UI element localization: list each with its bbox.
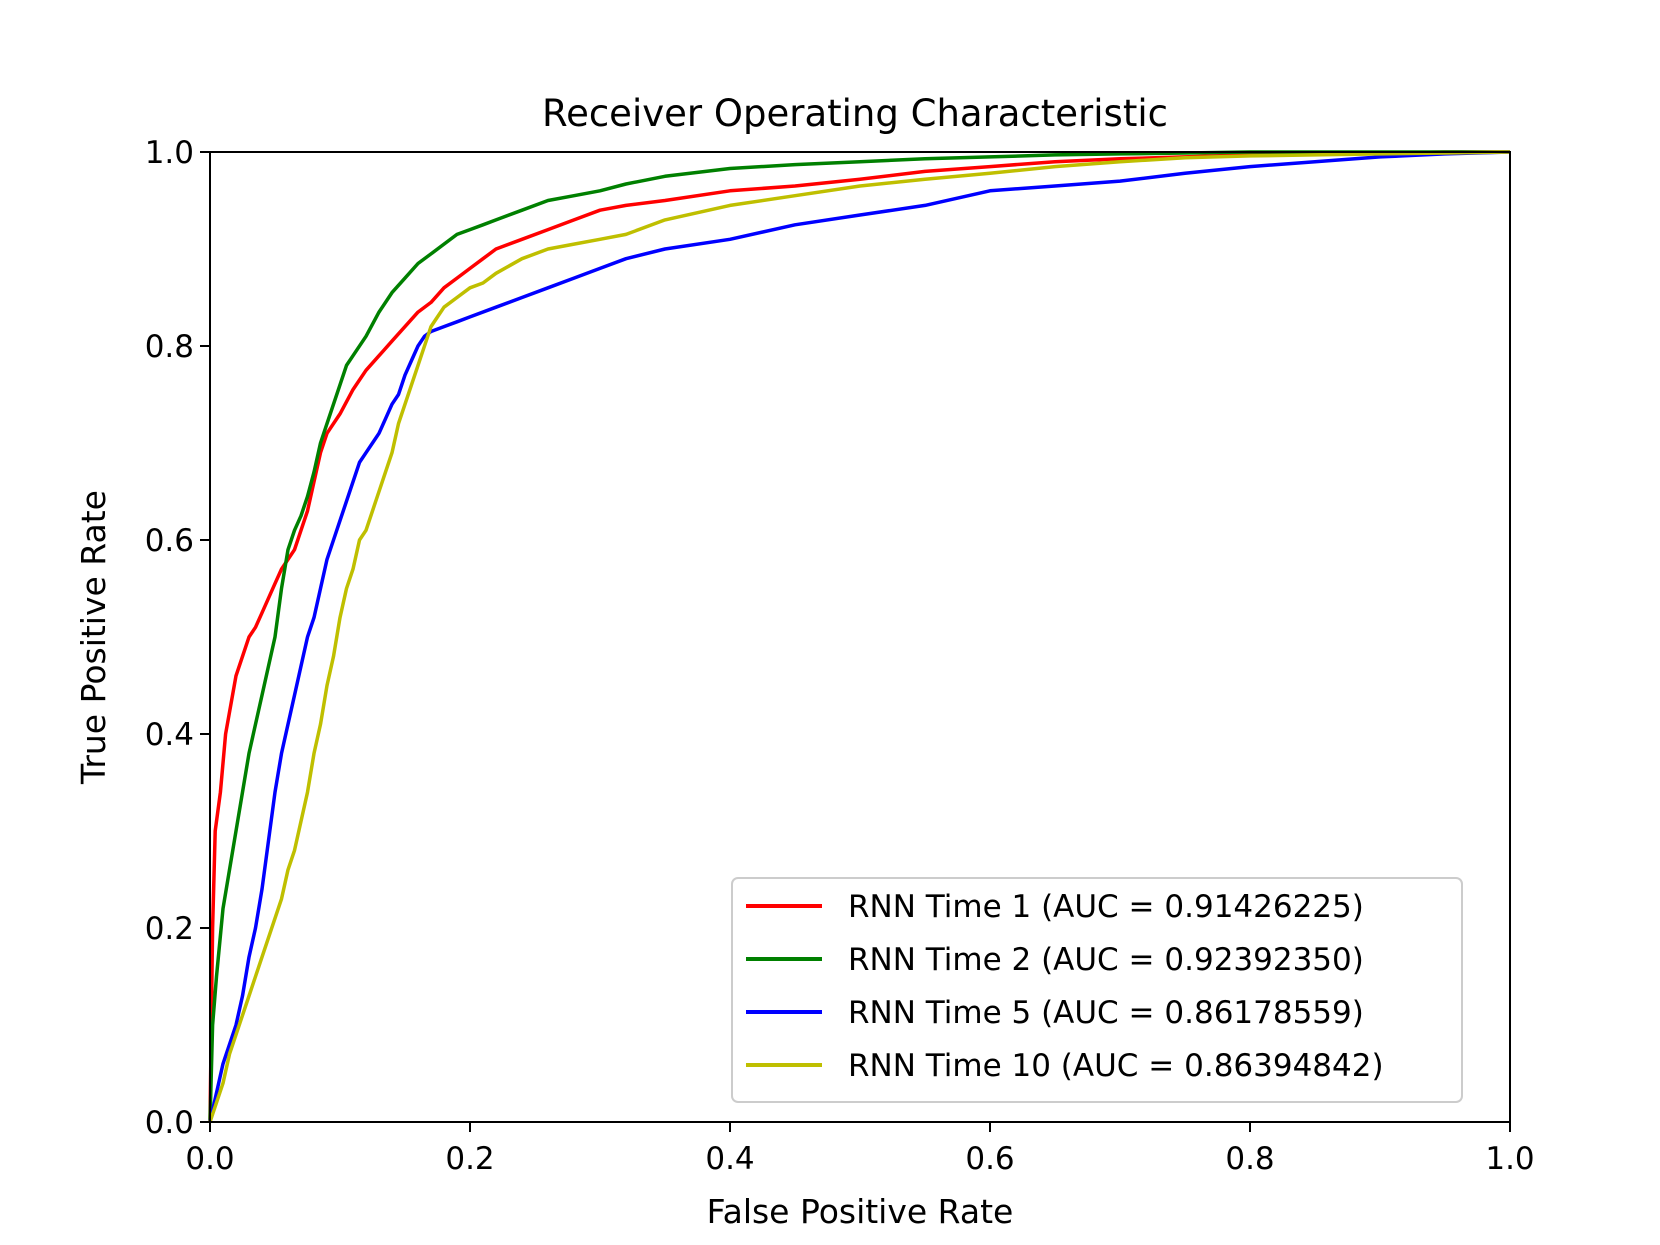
- legend: RNN Time 1 (AUC = 0.91426225) RNN Time 2…: [731, 877, 1463, 1103]
- chart-title: Receiver Operating Characteristic: [542, 92, 1168, 135]
- legend-label-rnn-time-2: RNN Time 2 (AUC = 0.92392350): [848, 942, 1364, 978]
- series-line-1: [208, 150, 1510, 1123]
- series-group: [208, 150, 1511, 1123]
- x-tick-label: 0.2: [445, 1141, 494, 1177]
- x-axis-label: False Positive Rate: [707, 1192, 1014, 1231]
- legend-label-rnn-time-5: RNN Time 5 (AUC = 0.86178559): [848, 995, 1364, 1031]
- series-line-4: [208, 150, 1511, 1123]
- y-axis-label: True Positive Rate: [74, 490, 113, 785]
- y-axis-ticks: 0.0 0.2 0.4 0.6 0.8 1.0: [145, 135, 210, 1141]
- legend-label-rnn-time-1: RNN Time 1 (AUC = 0.91426225): [848, 889, 1364, 925]
- legend-box: [731, 877, 1463, 1103]
- y-tick-label: 0.6: [145, 523, 194, 559]
- series-line-2: [208, 150, 1510, 1123]
- y-tick-label: 0.2: [145, 911, 194, 947]
- x-tick-label: 1.0: [1485, 1141, 1534, 1177]
- x-tick-label: 0.8: [1225, 1141, 1274, 1177]
- legend-label-rnn-time-10: RNN Time 10 (AUC = 0.86394842): [848, 1048, 1384, 1084]
- y-tick-label: 0.4: [145, 717, 194, 753]
- plot-frame: [209, 151, 1511, 1123]
- series-line-3: [208, 150, 1511, 1123]
- x-tick-label: 0.4: [705, 1141, 754, 1177]
- y-tick-label: 1.0: [145, 135, 194, 171]
- y-tick-label: 0.0: [145, 1105, 194, 1141]
- x-tick-label: 0.0: [185, 1141, 234, 1177]
- y-tick-label: 0.8: [145, 329, 194, 365]
- x-axis-ticks: 0.0 0.2 0.4 0.6 0.8 1.0: [185, 1122, 1535, 1177]
- x-tick-label: 0.6: [965, 1141, 1014, 1177]
